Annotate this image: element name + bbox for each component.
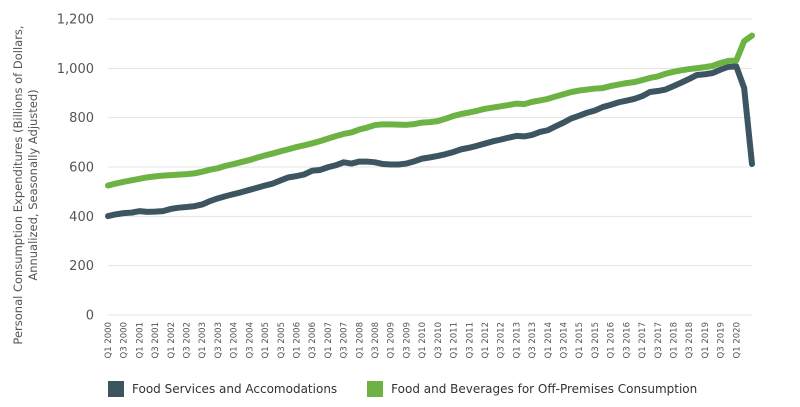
y-tick-label: 400 [69,210,94,225]
x-tick-label: Q3 2011 [465,322,475,358]
x-tick-label: Q1 2006 [292,322,302,358]
y-axis-label-line-1: Personal Consumption Expenditures (Billi… [11,25,25,344]
legend: Food Services and Accomodations Food and… [108,381,727,397]
x-tick-label: Q3 2018 [685,322,695,358]
x-tick-label: Q3 2003 [214,322,224,358]
y-tick-label: 200 [69,259,94,274]
x-tick-label: Q1 2017 [638,322,648,358]
y-tick-label: 600 [69,161,94,176]
legend-item-food-services: Food Services and Accomodations [108,381,337,397]
legend-item-food-beverages: Food and Beverages for Off-Premises Cons… [367,381,697,397]
x-tick-label: Q3 2002 [183,322,193,358]
x-tick-label: Q1 2016 [607,322,617,358]
y-tick-label: 800 [69,111,94,126]
series-line-food-beverages [105,32,755,189]
x-tick-label: Q3 2000 [120,322,130,358]
x-tick-label: Q3 2014 [560,322,570,358]
x-tick-label: Q1 2012 [481,322,491,358]
y-tick-label: 0 [86,309,94,324]
legend-label-food-beverages: Food and Beverages for Off-Premises Cons… [391,382,698,396]
y-axis-ticks: 0 200 400 600 800 1,000 1,200 [57,13,94,324]
x-tick-label: Q3 2008 [371,322,381,358]
x-axis-ticks: Q1 2000 Q3 2000 Q1 2001 Q3 2001 Q1 2002 Q3 20… [104,322,742,358]
x-tick-label: Q1 2005 [261,322,271,358]
x-tick-label: Q3 2009 [402,322,412,358]
legend-label-food-services: Food Services and Accomodations [132,382,338,396]
x-tick-label: Q1 2013 [512,322,522,358]
y-axis-label-line-2: Annualized, Seasonally Adjusted) [26,89,40,280]
legend-swatch-food-beverages [367,381,384,397]
x-tick-label: Q1 2019 [701,322,711,358]
gridlines [108,18,752,316]
y-tick-label: 1,000 [57,62,94,77]
x-tick-label: Q1 2002 [167,322,177,358]
x-tick-label: Q3 2005 [277,322,287,358]
x-tick-label: Q3 2017 [654,322,664,358]
x-tick-label: Q1 2007 [324,322,334,358]
x-tick-label: Q1 2008 [355,322,365,358]
y-axis-label: Personal Consumption Expenditures (Billi… [11,25,40,344]
x-tick-label: Q1 2020 [732,322,742,358]
x-tick-label: Q1 2000 [104,322,114,358]
series-line-food-services [105,63,755,220]
x-tick-label: Q3 2015 [591,322,601,358]
x-tick-label: Q3 2013 [528,322,538,358]
x-tick-label: Q1 2011 [450,322,460,358]
x-tick-label: Q1 2003 [198,322,208,358]
series-lines [105,32,755,220]
x-tick-label: Q1 2014 [544,322,554,358]
x-tick-label: Q1 2018 [669,322,679,358]
x-tick-label: Q3 2019 [717,322,727,358]
x-tick-label: Q3 2007 [340,322,350,358]
x-tick-label: Q3 2010 [434,322,444,358]
x-tick-label: Q1 2015 [575,322,585,358]
x-tick-label: Q3 2001 [151,322,161,358]
x-tick-label: Q1 2004 [230,322,240,358]
y-tick-label: 1,200 [57,13,94,28]
x-tick-label: Q3 2006 [308,322,318,358]
x-tick-label: Q1 2009 [387,322,397,358]
legend-swatch-food-services [108,381,124,397]
x-tick-label: Q3 2012 [497,322,507,358]
x-tick-label: Q1 2001 [135,322,145,358]
x-tick-label: Q1 2010 [418,322,428,358]
x-tick-label: Q3 2016 [622,322,632,358]
x-tick-label: Q3 2004 [245,322,255,358]
